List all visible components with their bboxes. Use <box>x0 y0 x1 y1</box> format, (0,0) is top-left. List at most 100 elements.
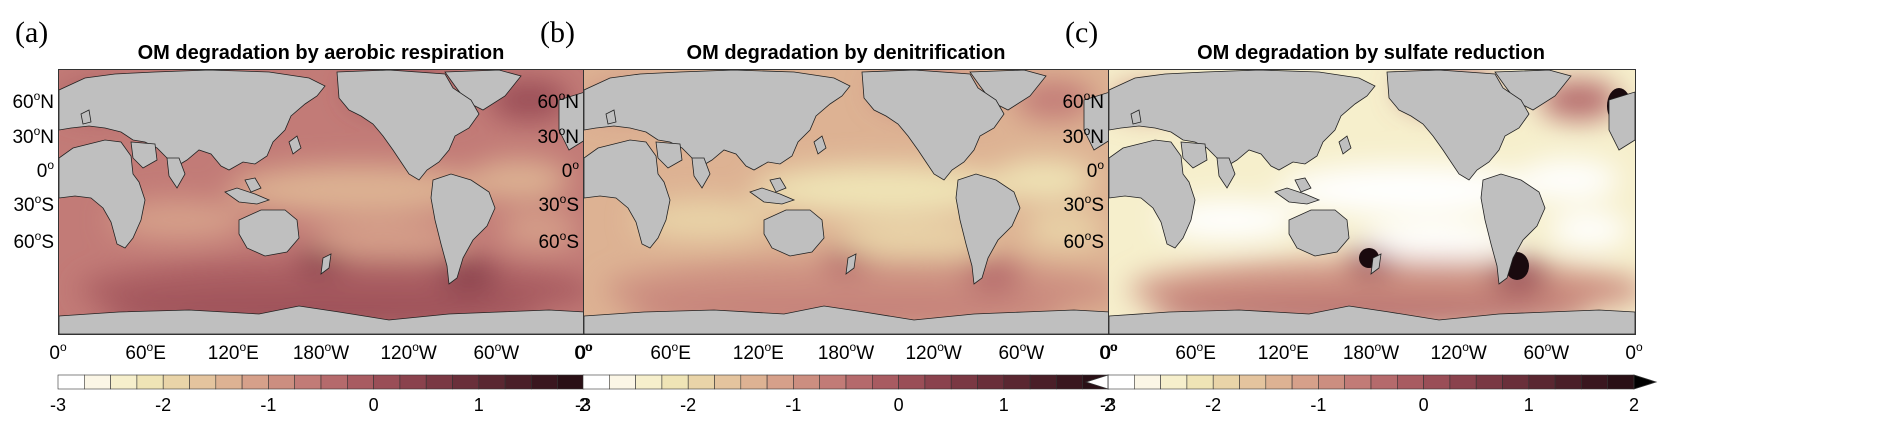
colorbar <box>1084 374 1658 390</box>
ocean-region <box>1279 165 1539 215</box>
panel-title: OM degradation by aerobic respiration <box>137 42 505 64</box>
latitude-label: 60oS <box>1063 229 1104 253</box>
colorbar-tick-label: -1 <box>1310 395 1327 415</box>
colorbar-segment <box>399 374 427 390</box>
colorbar-tick-label: -3 <box>574 395 592 415</box>
longitude-label: 120oE <box>207 340 259 364</box>
panel-label: (b) <box>540 16 575 49</box>
colorbar-segment <box>1003 374 1031 390</box>
colorbar-segment <box>845 374 873 390</box>
colorbar-segment <box>1607 374 1635 390</box>
land-mass <box>813 135 827 155</box>
colorbar-segment <box>1212 374 1240 390</box>
land-mass <box>1338 135 1352 155</box>
latitude-label: 60oN <box>12 89 54 113</box>
land-mass <box>584 139 671 249</box>
map-frame <box>583 69 1111 335</box>
land-mass <box>1216 157 1236 189</box>
land-mass <box>605 109 617 125</box>
colorbar-tick-label: -2 <box>1205 395 1222 415</box>
colorbar-segment <box>1449 374 1477 390</box>
ocean-region <box>754 165 1014 215</box>
map-panel: (c) OM degradation by sulfate reduction 60… <box>1050 0 1680 433</box>
colorbar-segment <box>478 374 506 390</box>
ocean-region <box>499 212 579 248</box>
latitude-label: 60oN <box>537 89 579 113</box>
colorbar-tick-label: 1 <box>473 395 484 415</box>
colorbar-tick-label: -3 <box>1099 395 1117 415</box>
panel-title: OM degradation by denitrification <box>686 42 1006 64</box>
map-panel: (b) OM degradation by denitrification 60oN… <box>525 0 1155 433</box>
land-mass <box>845 253 857 275</box>
land-mass <box>969 70 1047 111</box>
ocean-region <box>1519 160 1619 200</box>
longitude-label: 180oW <box>292 340 350 364</box>
longitude-label: 60oW <box>998 340 1045 364</box>
longitude-label: 120oW <box>380 340 437 364</box>
colorbar-segment <box>1291 374 1319 390</box>
colorbar-segment <box>241 374 269 390</box>
land-mass <box>691 157 711 189</box>
land-mass <box>166 157 186 189</box>
longitude-label: 120oE <box>732 340 784 364</box>
latitude-label: 30oN <box>537 124 579 148</box>
longitude-label: 60oE <box>125 340 166 364</box>
colorbar-segment <box>373 374 401 390</box>
colorbar-segment <box>1107 374 1135 390</box>
colorbar-segment <box>452 374 480 390</box>
ocean-region <box>994 160 1094 200</box>
land-mass <box>1386 70 1530 181</box>
colorbar-segment <box>189 374 217 390</box>
longitude-label: 60oW <box>473 340 520 364</box>
colorbar-tick-label: 1 <box>1523 395 1534 415</box>
colorbar-segment <box>162 374 190 390</box>
colorbar-tick-label: 2 <box>1103 395 1115 415</box>
land-mass <box>584 305 1110 334</box>
colorbar-segment <box>1265 374 1293 390</box>
map-frame <box>1108 69 1636 335</box>
longitude-label: 60oE <box>650 340 691 364</box>
colorbar-tick-label: 2 <box>578 395 590 415</box>
map-panel: (a) OM degradation by aerobic respiration… <box>0 0 630 433</box>
latitude-label: 30oN <box>12 124 54 148</box>
land-mass <box>769 177 787 193</box>
colorbar-segment <box>136 374 164 390</box>
land-mass <box>1274 187 1321 205</box>
land-mass <box>1180 141 1208 169</box>
colorbar-segment <box>1186 374 1214 390</box>
latitude-label: 60oS <box>538 229 579 253</box>
land-mass <box>1109 70 1376 171</box>
longitude-label: 120oE <box>1257 340 1309 364</box>
latitude-label: 0o <box>36 158 54 182</box>
longitude-label: 60oW <box>1523 340 1570 364</box>
colorbar-segment <box>740 374 768 390</box>
map-canvas <box>59 70 585 334</box>
colorbar-segment <box>1423 374 1451 390</box>
land-mass <box>320 253 332 275</box>
latitude-label: 30oS <box>538 192 579 216</box>
ocean-region <box>1024 212 1104 248</box>
land-mass <box>444 70 522 111</box>
land-mass <box>955 173 1021 285</box>
land-mass <box>763 209 825 257</box>
longitude-label: 0o <box>575 340 593 364</box>
colorbar-segment <box>294 374 322 390</box>
colorbar-segment <box>268 374 295 390</box>
longitude-label: 60oE <box>1175 340 1216 364</box>
land-mass <box>1083 91 1110 151</box>
colorbar-segment <box>1502 374 1530 390</box>
colorbar-tick-label: 2 <box>1628 395 1640 415</box>
colorbar-segment <box>57 374 85 390</box>
latitude-label: 60oS <box>13 229 54 253</box>
land-mass <box>288 135 302 155</box>
colorbar-segment <box>950 374 978 390</box>
ocean-region <box>109 200 249 240</box>
land-mass <box>655 141 683 169</box>
latitude-label: 0o <box>561 158 579 182</box>
colorbar-tick-label: 0 <box>368 395 379 415</box>
land-mass <box>238 209 300 257</box>
panel-title: OM degradation by sulfate reduction <box>1197 42 1545 64</box>
longitude-label: 180oW <box>1342 340 1400 364</box>
colorbar-segment <box>1554 374 1582 390</box>
land-mass <box>1494 70 1572 111</box>
